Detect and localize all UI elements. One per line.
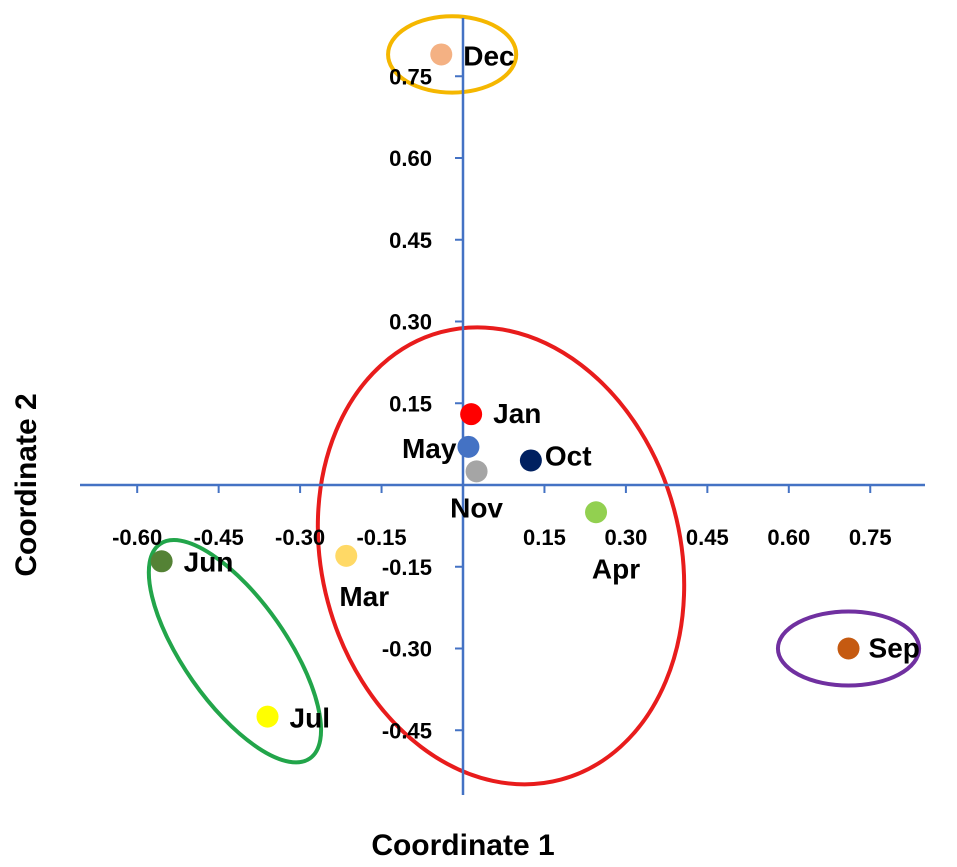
- data-point-may: [457, 435, 480, 458]
- point-label-jul: Jul: [290, 703, 330, 734]
- y-tick-label: 0.15: [389, 391, 432, 416]
- cluster-ellipse: [775, 609, 922, 688]
- data-point-sep: [837, 637, 860, 660]
- x-axis-title: Coordinate 1: [371, 829, 554, 862]
- data-point-oct: [519, 449, 542, 472]
- data-point-apr: [585, 501, 608, 524]
- x-tick-label: 0.15: [523, 525, 566, 550]
- data-point-dec: [430, 43, 453, 66]
- y-axis-title: Coordinate 2: [10, 393, 43, 576]
- cluster-ellipses: [146, 14, 922, 787]
- data-point-nov: [465, 460, 488, 483]
- tick-labels: -0.60 -0.45 -0.30 -0.15 0.15 0.30 0.45 0.60 0.75…: [112, 64, 892, 743]
- cluster-ellipse: [386, 14, 519, 95]
- x-tick-label: 0.60: [767, 525, 810, 550]
- point-label-nov: Nov: [450, 492, 503, 523]
- cluster-ellipse: [146, 538, 324, 765]
- point-label-jun: Jun: [184, 546, 234, 577]
- y-tick-label: 0.60: [389, 146, 432, 171]
- y-tick-label: 0.75: [389, 64, 432, 89]
- point-label-oct: Oct: [545, 440, 592, 471]
- x-tick-label: -0.45: [194, 525, 244, 550]
- y-tick-label: 0.45: [389, 228, 432, 253]
- point-label-apr: Apr: [592, 553, 640, 584]
- x-tick-label: 0.75: [849, 525, 892, 550]
- x-tick-label: -0.15: [356, 525, 406, 550]
- data-points: Dec Jan May Nov Oct Apr Mar Jun Jul Sep: [150, 40, 920, 734]
- y-tick-label: -0.30: [382, 637, 432, 662]
- x-tick-label: -0.30: [275, 525, 325, 550]
- point-label-sep: Sep: [869, 633, 920, 664]
- point-label-jan: Jan: [493, 398, 541, 429]
- data-point-mar: [335, 544, 358, 567]
- y-tick-label: -0.15: [382, 555, 432, 580]
- x-tick-label: 0.30: [604, 525, 647, 550]
- data-point-jan: [460, 403, 483, 426]
- y-tick-label: -0.45: [382, 718, 432, 743]
- cluster-ellipse: [315, 325, 687, 787]
- data-point-jul: [256, 705, 279, 728]
- y-tick-label: 0.30: [389, 310, 432, 335]
- x-tick-label: 0.45: [686, 525, 729, 550]
- point-label-dec: Dec: [463, 40, 514, 71]
- data-point-jun: [150, 550, 173, 573]
- point-label-may: May: [402, 433, 457, 464]
- point-label-mar: Mar: [339, 581, 389, 612]
- axes: [80, 18, 925, 795]
- x-tick-label: -0.60: [112, 525, 162, 550]
